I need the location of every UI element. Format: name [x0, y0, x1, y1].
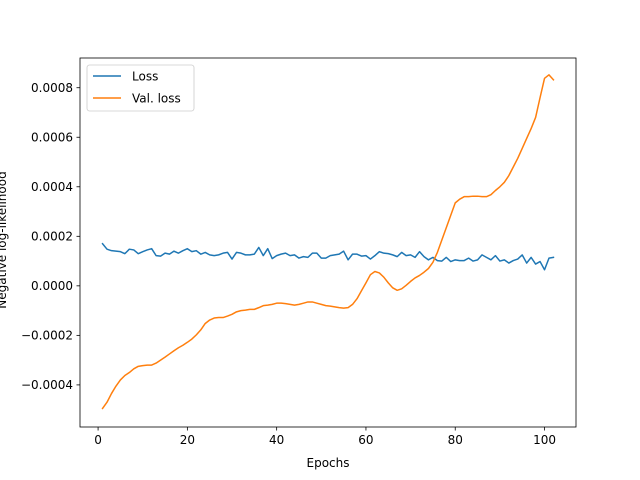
y-tick-label: 0.0008: [31, 81, 73, 95]
y-axis-label: Negative log-likelihood: [0, 171, 9, 308]
y-tick-label: 0.0004: [31, 180, 73, 194]
plot-area: [101, 74, 555, 410]
x-tick-label: 100: [533, 433, 556, 447]
x-tick-label: 60: [358, 433, 373, 447]
axes-frame: [79, 57, 577, 428]
x-tick-label: 0: [94, 433, 102, 447]
x-axis-label: Epochs: [307, 456, 350, 470]
y-tick-label: −0.0002: [21, 329, 73, 343]
x-tick-label: 20: [180, 433, 195, 447]
y-tick-label: 0.0006: [31, 131, 73, 145]
legend: Loss Val. loss: [86, 64, 195, 112]
legend-label-1: Val. loss: [132, 91, 181, 105]
y-tick-label: −0.0004: [21, 378, 73, 392]
series-line-1: [101, 74, 555, 410]
y-tick-label: 0.0000: [31, 279, 73, 293]
x-tick-label: 80: [448, 433, 463, 447]
series-line-0: [101, 242, 555, 271]
y-tick-label: 0.0002: [31, 230, 73, 244]
legend-label-0: Loss: [132, 69, 158, 83]
x-tick-label: 40: [269, 433, 284, 447]
axes: 0 20 40 60 80 100 −0.0004 −0.0002 0.0000 0.0002 0.…: [21, 57, 577, 447]
